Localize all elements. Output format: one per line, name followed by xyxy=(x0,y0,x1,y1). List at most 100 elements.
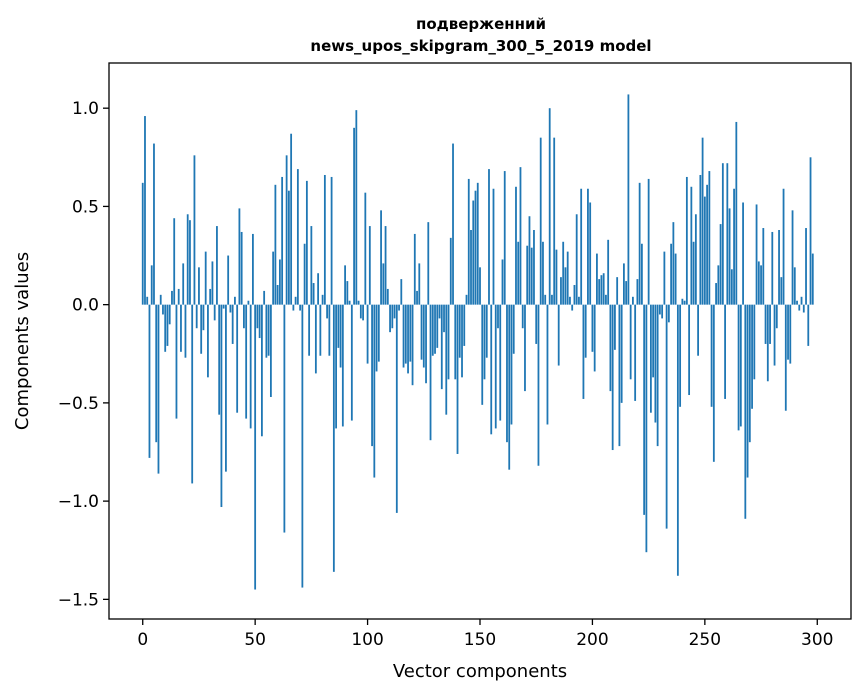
bar-270 xyxy=(748,304,751,443)
bar-33 xyxy=(216,226,218,305)
bar-286 xyxy=(784,304,787,411)
bar-126 xyxy=(425,304,427,384)
bar-215 xyxy=(625,281,628,305)
bar-141 xyxy=(458,304,461,358)
bar-69 xyxy=(296,169,299,305)
bar-127 xyxy=(427,222,430,305)
bar-75 xyxy=(310,226,313,305)
bar-181 xyxy=(548,108,551,305)
bar-198 xyxy=(587,188,589,305)
bar-123 xyxy=(418,263,421,305)
bar-17 xyxy=(180,304,182,352)
bar-161 xyxy=(503,171,506,305)
bar-230 xyxy=(658,304,661,315)
bar-266 xyxy=(739,304,742,427)
bar-92 xyxy=(348,300,351,305)
bar-73 xyxy=(305,180,308,305)
chart-title-line-2: news_upos_skipgram_300_5_2019 model xyxy=(310,37,651,55)
bar-202 xyxy=(596,253,598,305)
bar-217 xyxy=(629,304,632,380)
bar-103 xyxy=(373,304,376,478)
chart-title-line-1: подверженний xyxy=(416,15,546,33)
bar-233 xyxy=(665,304,668,529)
bar-120 xyxy=(411,304,414,386)
bar-132 xyxy=(438,304,441,319)
bar-296 xyxy=(807,304,810,346)
bar-83 xyxy=(328,304,331,356)
bar-52 xyxy=(258,304,261,339)
bar-96 xyxy=(357,300,360,305)
bar-158 xyxy=(497,304,499,329)
bar-130 xyxy=(434,304,436,354)
bar-37 xyxy=(225,304,227,472)
bar-135 xyxy=(445,304,448,415)
chart-title: подверженний news_upos_skipgram_300_5_20… xyxy=(310,15,651,55)
bar-278 xyxy=(766,304,769,382)
bar-184 xyxy=(555,249,558,305)
y-tick-label-3: −0.5 xyxy=(58,394,99,414)
bar-279 xyxy=(769,304,771,344)
bar-10 xyxy=(164,304,167,352)
bar-47 xyxy=(247,300,250,305)
bar-93 xyxy=(350,304,353,421)
bar-155 xyxy=(490,304,493,435)
bar-59 xyxy=(274,184,277,305)
bar-211 xyxy=(616,277,619,305)
bar-252 xyxy=(708,171,711,305)
bar-175 xyxy=(535,304,538,344)
bar-40 xyxy=(231,304,234,344)
bar-298 xyxy=(811,253,814,305)
bar-41 xyxy=(234,296,236,305)
y-axis-label: Components values xyxy=(12,252,33,430)
bar-218 xyxy=(632,296,634,305)
bar-160 xyxy=(501,259,504,305)
bar-13 xyxy=(171,290,173,305)
bar-51 xyxy=(256,304,259,329)
bar-88 xyxy=(339,304,342,368)
bar-227 xyxy=(652,304,655,378)
bar-150 xyxy=(479,267,481,305)
bar-241 xyxy=(683,300,686,305)
bar-62 xyxy=(281,176,284,305)
bar-295 xyxy=(805,228,807,305)
bar-221 xyxy=(638,182,641,305)
bar-194 xyxy=(578,296,580,305)
bar-165 xyxy=(512,304,515,354)
bar-287 xyxy=(787,304,789,360)
bar-102 xyxy=(371,304,373,447)
bar-15 xyxy=(175,304,178,419)
bar-208 xyxy=(609,304,612,392)
bar-48 xyxy=(249,304,252,429)
bar-254 xyxy=(712,304,715,462)
bar-271 xyxy=(751,304,753,409)
bar-138 xyxy=(452,143,454,305)
bar-274 xyxy=(757,261,760,305)
bar-85 xyxy=(332,304,335,572)
bar-148 xyxy=(474,190,477,305)
bar-113 xyxy=(395,304,398,513)
bar-64 xyxy=(285,155,288,305)
bar-84 xyxy=(330,176,333,305)
bar-253 xyxy=(710,304,713,407)
bar-292 xyxy=(798,304,801,311)
bar-170 xyxy=(524,304,526,392)
bar-98 xyxy=(362,304,364,321)
bar-137 xyxy=(449,237,452,305)
bar-11 xyxy=(166,304,169,346)
bar-38 xyxy=(227,255,230,305)
bar-210 xyxy=(614,304,616,350)
bar-46 xyxy=(245,304,248,419)
bar-187 xyxy=(562,241,565,305)
bar-19 xyxy=(184,304,187,358)
bar-80 xyxy=(321,294,324,305)
bar-294 xyxy=(802,304,805,313)
bar-3 xyxy=(148,304,151,458)
bar-277 xyxy=(764,304,767,344)
bar-151 xyxy=(481,304,484,405)
bar-100 xyxy=(366,304,369,364)
bar-183 xyxy=(553,137,556,305)
bar-174 xyxy=(533,230,535,305)
bar-176 xyxy=(537,304,540,466)
bar-25 xyxy=(198,267,200,305)
bar-177 xyxy=(539,137,542,305)
